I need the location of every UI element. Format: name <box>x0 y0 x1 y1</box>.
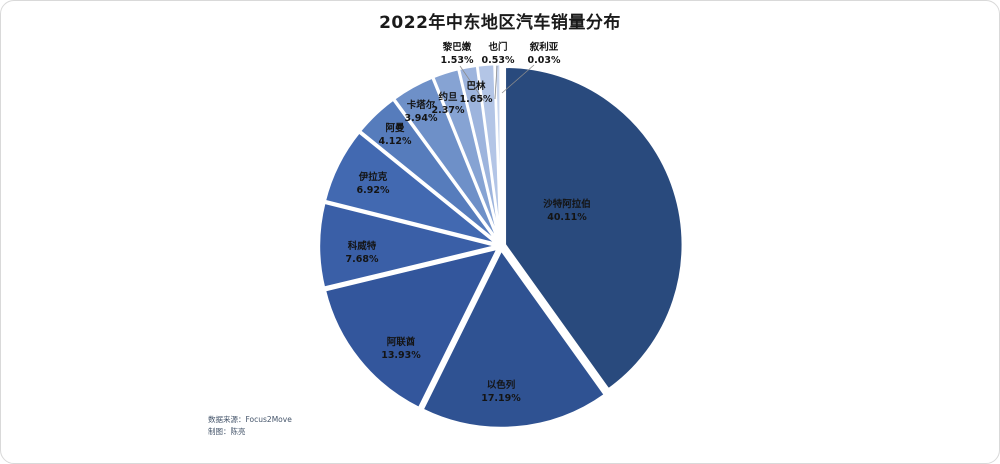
leader-line-10 <box>494 65 498 100</box>
pie-slice-3 <box>317 201 499 289</box>
slice-label-6: 卡塔尔 3.94% <box>405 99 438 124</box>
pie-slice-2 <box>323 247 500 410</box>
pie-slice-0 <box>503 65 684 391</box>
chart-title: 2022年中东地区汽车销量分布 <box>379 13 621 33</box>
data-source-label: 数据来源：Focus2Move <box>208 415 292 424</box>
slice-label-5: 阿曼 4.12% <box>379 123 412 147</box>
slice-label-3: 科威特 7.68% <box>346 240 379 265</box>
slice-label-11: 叙利亚 0.03% <box>528 41 561 66</box>
author-label: 制图：陈亮 <box>208 427 246 436</box>
leader-line-9 <box>459 65 485 102</box>
pie-slice-4 <box>323 130 499 246</box>
slice-label-2: 阿联酋 13.93% <box>381 336 421 361</box>
slice-label-10: 也门 0.53% <box>482 41 515 66</box>
slice-label-7: 约旦 2.37% <box>432 91 465 116</box>
pie-slice-1 <box>421 248 607 430</box>
slice-label-0: 沙特阿拉伯 40.11% <box>543 198 591 223</box>
attribution-footer: 数据来源：Focus2Move 制图：陈亮 <box>208 414 292 438</box>
leader-line-11 <box>501 64 535 94</box>
slice-label-9: 黎巴嫩 1.53% <box>441 41 474 66</box>
slice-label-4: 伊拉克 6.92% <box>357 171 390 196</box>
slice-label-8: 巴林 1.65% <box>460 80 493 105</box>
slice-label-1: 以色列 17.19% <box>481 379 521 404</box>
